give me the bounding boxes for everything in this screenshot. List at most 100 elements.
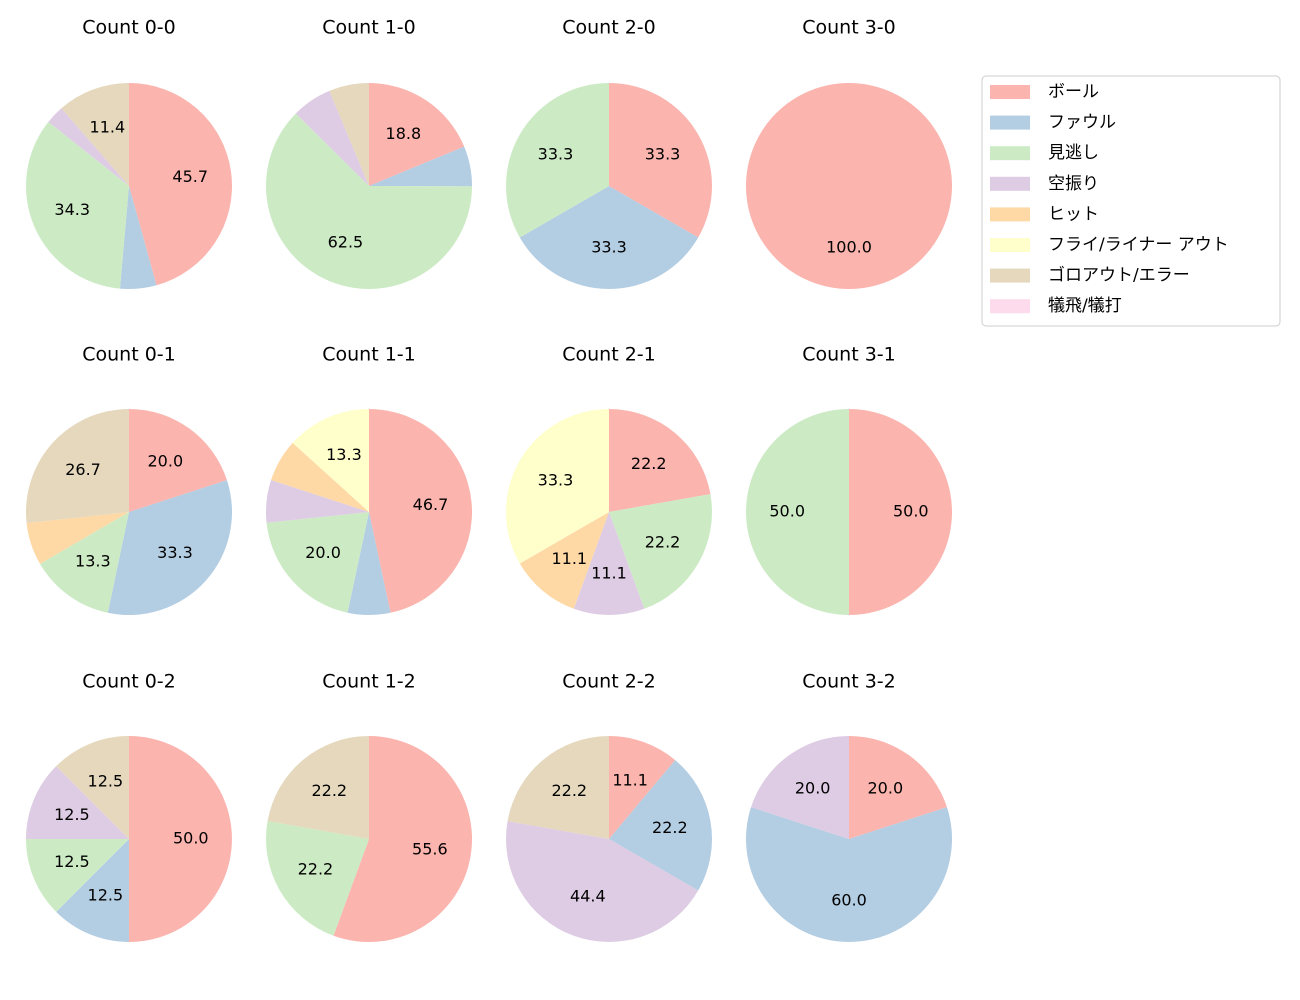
pie-wedge [26,839,129,912]
pie-wedge [506,83,609,238]
data-label: 22.2 [631,454,667,473]
data-label: 50.0 [769,502,805,521]
data-label: 22.2 [551,781,587,800]
chart-title: Count 3-2 [802,671,896,693]
legend-swatch [990,238,1030,252]
data-label: 11.1 [551,549,587,568]
pie-wedge [609,409,711,512]
pie-wedge [751,736,849,839]
legend-label: 見逃し [1048,143,1099,163]
pie-wedge [26,766,129,839]
pie-wedge [506,821,699,942]
pie-wedge [519,512,609,609]
data-label: 20.0 [868,779,904,798]
chart-title: Count 0-2 [82,671,176,693]
legend-swatch [990,85,1030,99]
data-label: 22.2 [645,532,681,551]
data-label: 33.3 [538,145,574,164]
data-label: 46.7 [413,495,449,514]
data-label: 62.5 [328,233,364,252]
data-label: 55.6 [412,839,448,858]
chart-title: Count 2-0 [562,17,656,39]
chart-title: Count 1-0 [322,17,416,39]
pie-wedge [265,113,472,290]
legend-label: フライ/ライナー アウト [1048,235,1229,255]
legend-label: 空振り [1048,174,1099,194]
pie-wedge [609,760,712,891]
data-label: 34.3 [54,200,90,219]
data-label: 20.0 [795,779,831,798]
pie-wedge [25,409,129,523]
pie-wedge [369,409,473,613]
pie-wedge [746,807,952,943]
pie-wedge [746,83,952,289]
pie-wedge [573,512,645,615]
data-label: 60.0 [831,890,867,909]
data-label: 22.2 [298,859,334,878]
pie-wedge [56,736,130,839]
legend-swatch [990,299,1030,314]
data-label: 33.3 [591,237,627,256]
pie-wedge [25,121,129,289]
data-label: 26.7 [65,460,101,479]
legend-swatch [990,146,1030,161]
legend-box [981,75,1281,327]
chart-title: Count 0-0 [82,17,176,39]
pie-wedge [507,736,609,839]
chart-title: Count 1-1 [322,344,416,366]
chart-title: Count 3-0 [802,17,896,39]
pie-wedge [849,409,952,615]
pie-wedge [48,108,130,186]
data-label: 50.0 [893,502,929,521]
data-label: 12.5 [88,771,124,790]
data-label: 22.2 [311,781,347,800]
pie-wedge [369,146,472,187]
data-label: 11.1 [591,563,627,582]
legend-label: ボール [1048,82,1099,102]
pie-wedge [129,83,233,286]
pie-wedge [369,83,465,186]
pie-wedge [609,494,712,609]
data-label: 20.0 [305,543,341,562]
pie-wedge [119,186,157,290]
pie-wedge [129,409,227,512]
data-label: 100.0 [826,237,872,256]
pie-wedge [267,736,369,839]
legend-swatch [990,207,1030,222]
pie-wedge [519,186,699,289]
chart-title: Count 2-2 [562,671,656,693]
legend-swatch [990,176,1030,191]
pie-wedge [61,83,129,186]
data-label: 44.4 [570,887,606,906]
chart-title: Count 3-1 [802,344,896,366]
legend-swatch [990,268,1030,283]
data-label: 50.0 [173,829,209,848]
pie-wedge [266,512,369,613]
data-label: 12.5 [54,852,90,871]
data-label: 11.4 [90,118,126,137]
pie-wedge [849,736,947,839]
legend-label: ファウル [1048,113,1116,133]
data-label: 20.0 [148,452,184,471]
pie-wedge [26,512,129,564]
data-label: 22.2 [652,818,688,837]
pie-wedge [609,83,712,238]
chart-title: Count 2-1 [562,344,656,366]
data-label: 13.3 [75,552,111,571]
legend-label: ヒット [1048,204,1099,224]
data-label: 12.5 [54,805,90,824]
pie-wedge [56,839,130,942]
pie-wedge [295,90,369,186]
pie-wedge [333,736,473,942]
pie-wedge [40,512,130,613]
data-label: 45.7 [172,167,208,186]
data-label: 12.5 [88,886,124,905]
chart-title: Count 1-2 [322,671,416,693]
pie-wedge [266,480,369,523]
data-label: 33.3 [157,543,193,562]
pie-wedge [329,83,369,186]
pie-wedge [506,409,609,564]
data-label: 33.3 [538,471,574,490]
